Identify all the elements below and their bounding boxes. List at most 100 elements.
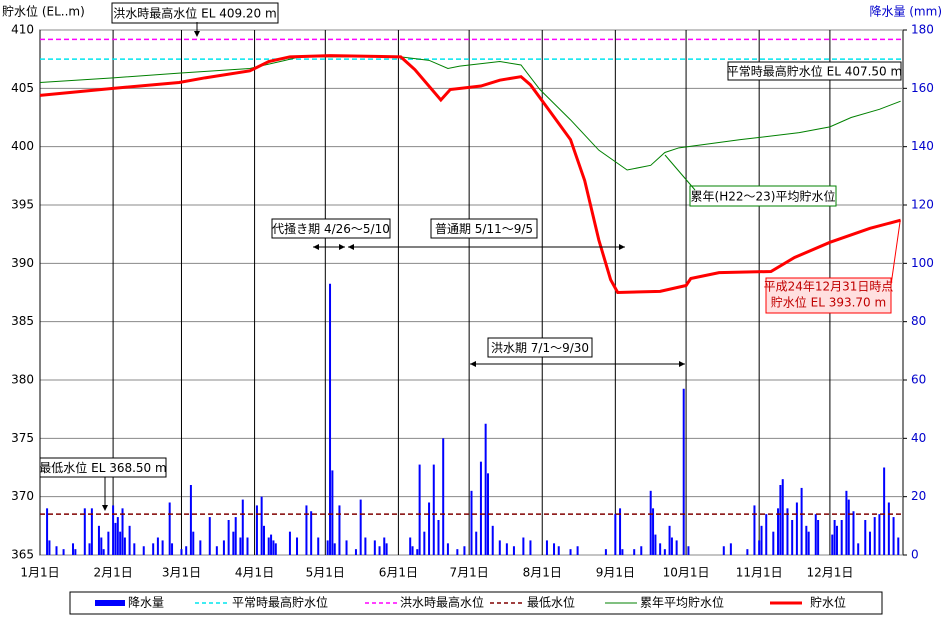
arrow-head xyxy=(348,244,354,250)
rain-bar xyxy=(128,525,131,555)
rain-bar xyxy=(852,511,855,555)
rain-bar xyxy=(557,546,560,555)
annotation-text: 平成24年12月31日時点 xyxy=(764,280,894,294)
rain-bar xyxy=(260,496,263,555)
y-tick-label: 385 xyxy=(11,314,34,328)
annotation-box xyxy=(111,2,279,24)
rain-bar xyxy=(835,525,838,555)
annotation-box xyxy=(765,277,892,314)
rain-bar xyxy=(892,517,895,555)
x-tick-label: 7月1日 xyxy=(450,566,489,580)
rain-bar xyxy=(114,522,117,555)
legend-swatch xyxy=(95,600,125,606)
rain-bar xyxy=(878,514,881,555)
legend-label: 洪水時最高水位 xyxy=(400,595,484,610)
rain-bar xyxy=(121,508,124,555)
rain-bar xyxy=(437,520,440,555)
x-tick-label: 8月1日 xyxy=(523,566,562,580)
y-tick-label: 400 xyxy=(11,139,34,153)
y-tick-label: 405 xyxy=(11,81,34,95)
y-tick-label: 390 xyxy=(11,256,34,270)
rain-bar xyxy=(168,502,171,555)
rain-bar xyxy=(373,540,376,555)
rain-bar xyxy=(868,531,871,555)
annotation-text: 最低水位 EL 368.50 m xyxy=(39,460,166,475)
rain-bar xyxy=(107,531,110,555)
rain-bar xyxy=(411,546,414,555)
rain-bar xyxy=(814,514,817,555)
rain-bar xyxy=(729,543,732,555)
rain-bar xyxy=(161,540,164,555)
rain-bar xyxy=(491,525,494,555)
rain-bar xyxy=(72,543,75,555)
rain-bar xyxy=(807,531,810,555)
rain-bar xyxy=(215,546,218,555)
rain-bar xyxy=(529,540,532,555)
rain-bar xyxy=(887,502,890,555)
rain-bar xyxy=(456,549,459,555)
y-tick-label: 375 xyxy=(11,431,34,445)
rain-bar xyxy=(199,540,202,555)
rain-bar xyxy=(847,499,850,555)
rain-bar xyxy=(88,543,91,555)
rain-bar xyxy=(227,520,230,555)
rain-bar xyxy=(687,546,690,555)
rain-bar xyxy=(331,470,334,555)
rain-bar xyxy=(614,514,617,555)
rain-bar xyxy=(772,531,775,555)
rain-bar xyxy=(263,525,266,555)
rain-bar xyxy=(777,508,780,555)
rain-bar xyxy=(682,388,685,555)
rain-bar xyxy=(442,438,445,555)
arrow-head xyxy=(679,361,685,367)
x-tick-label: 1月1日 xyxy=(20,566,59,580)
rain-bar xyxy=(364,537,367,555)
rain-bar xyxy=(781,479,784,555)
x-tick-label: 9月1日 xyxy=(596,566,635,580)
rain-bar xyxy=(897,537,900,555)
rain-bar xyxy=(112,505,115,555)
rain-bar xyxy=(359,499,362,555)
y-tick-label: 395 xyxy=(11,198,34,212)
rain-bar xyxy=(83,508,86,555)
rain-bar xyxy=(621,549,624,555)
rain-bar xyxy=(833,520,836,555)
x-tick-label: 11月1日 xyxy=(736,566,783,580)
rain-bar xyxy=(116,517,119,555)
rain-bar xyxy=(722,546,725,555)
rain-bar xyxy=(296,537,299,555)
rain-bar xyxy=(288,531,291,555)
rain-bar xyxy=(189,485,192,555)
rain-bar xyxy=(758,540,761,555)
rain-bar xyxy=(74,549,77,555)
y-tick-label: 380 xyxy=(11,373,34,387)
annotation-text: 累年(H22～23)平均貯水位 xyxy=(691,189,836,204)
arrow-head xyxy=(194,31,200,37)
rain-bar xyxy=(553,543,556,555)
annotation-arrow xyxy=(664,154,696,191)
x-tick-label: 2月1日 xyxy=(93,566,132,580)
rain-bar xyxy=(545,540,548,555)
rain-bar xyxy=(255,505,258,555)
rain-bar xyxy=(234,517,237,555)
rain-bar xyxy=(48,540,51,555)
rain-bar xyxy=(576,546,579,555)
rain-bar xyxy=(428,502,431,555)
x-tick-label: 4月1日 xyxy=(235,566,274,580)
annotation-arrow xyxy=(890,221,901,286)
y2-tick-label: 100 xyxy=(911,256,934,270)
rain-bar xyxy=(659,543,662,555)
arrow-head xyxy=(339,244,345,250)
rain-bar xyxy=(512,546,515,555)
rain-bar xyxy=(62,549,65,555)
rain-bar xyxy=(354,549,357,555)
rain-bar xyxy=(102,549,105,555)
rain-bar xyxy=(192,531,195,555)
arrow-head xyxy=(470,361,476,367)
rain-bar xyxy=(133,543,136,555)
rain-bar xyxy=(675,540,678,555)
rain-bar xyxy=(779,485,782,555)
rain-bar xyxy=(385,543,388,555)
rain-bar xyxy=(378,546,381,555)
